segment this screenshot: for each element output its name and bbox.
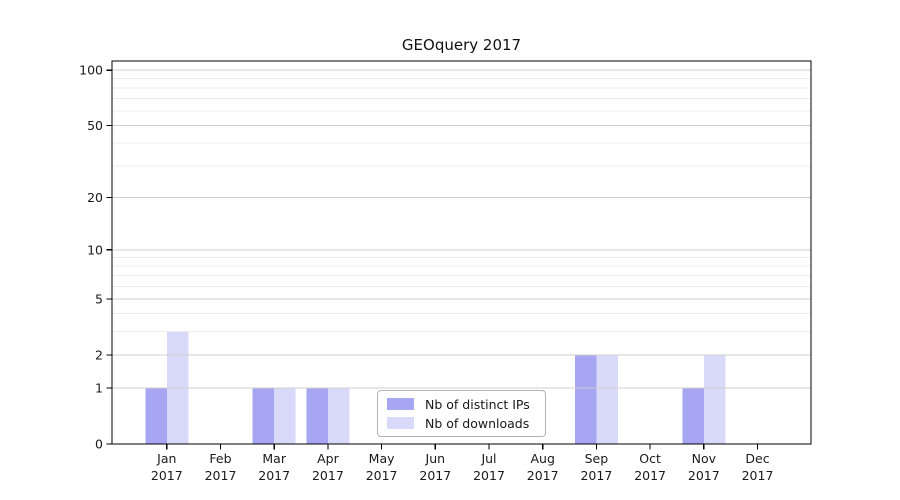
y-tick-label-100: 100	[79, 63, 103, 78]
x-tick-label-11: Dec 2017	[742, 451, 774, 483]
x-tick-label-6: Jul 2017	[473, 451, 505, 483]
legend-swatch-distinct-ips	[387, 398, 414, 410]
bar-nb-of-downloads-10	[703, 355, 726, 444]
x-tick-label-5: Jun 2017	[419, 451, 451, 483]
bar-nb-of-downloads-8	[596, 355, 618, 444]
bar-nb-of-distinct-ips-8	[574, 355, 597, 444]
bar-nb-of-downloads-2	[274, 387, 296, 444]
legend-item-downloads: Nb of downloads	[387, 415, 537, 431]
y-tick-label-1: 1	[95, 380, 103, 395]
chart-title: GEOquery 2017	[401, 36, 522, 54]
x-tick-label-10: Nov 2017	[688, 451, 720, 483]
legend-item-distinct-ips: Nb of distinct IPs	[387, 396, 537, 412]
legend-swatch-downloads	[387, 417, 414, 429]
legend-label-downloads: Nb of downloads	[425, 415, 530, 431]
y-tick-label-0: 0	[95, 437, 103, 452]
y-tick-label-10: 10	[87, 242, 103, 257]
bar-nb-of-distinct-ips-2	[252, 387, 275, 444]
y-tick-label-20: 20	[87, 190, 103, 205]
axes-frame	[111, 60, 812, 445]
x-tick-label-2: Mar 2017	[258, 451, 290, 483]
x-tick-label-0: Jan 2017	[151, 451, 183, 483]
y-tick-label-5: 5	[95, 291, 103, 306]
x-tick-label-1: Feb 2017	[205, 451, 237, 483]
y-tick-label-50: 50	[87, 118, 103, 133]
x-tick-label-7: Aug 2017	[527, 451, 559, 483]
x-tick-label-9: Oct 2017	[634, 451, 666, 483]
bar-nb-of-distinct-ips-3	[306, 387, 328, 444]
bar-nb-of-downloads-3	[327, 387, 350, 444]
bar-nb-of-distinct-ips-0	[145, 387, 167, 444]
x-tick-label-4: May 2017	[366, 451, 398, 483]
legend-label-distinct-ips: Nb of distinct IPs	[425, 396, 530, 412]
x-tick-label-3: Apr 2017	[312, 451, 344, 483]
x-tick-label-8: Sep 2017	[580, 451, 612, 483]
bar-nb-of-distinct-ips-10	[682, 387, 704, 444]
y-tick-label-2: 2	[95, 348, 103, 363]
legend: Nb of distinct IPs Nb of downloads	[377, 390, 546, 437]
